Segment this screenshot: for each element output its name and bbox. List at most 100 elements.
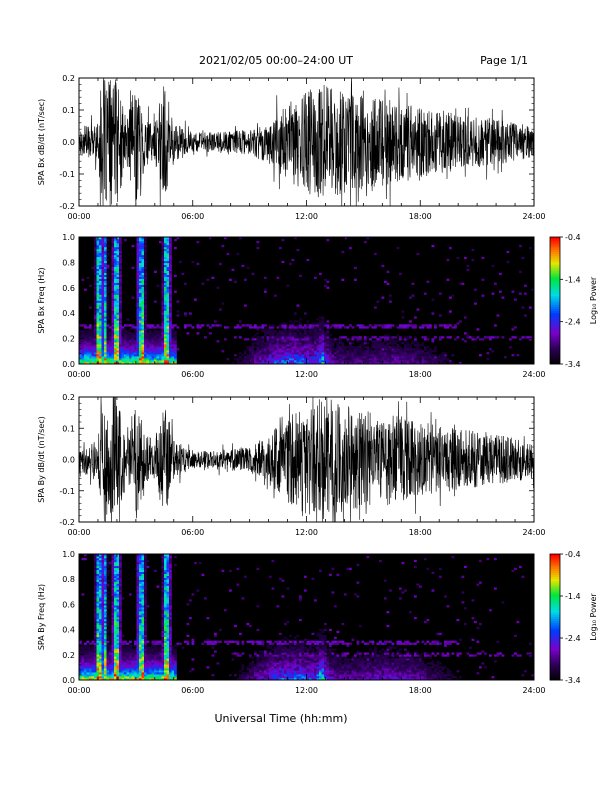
spectrogram-cell <box>216 340 220 343</box>
spectrogram-cell <box>136 660 140 663</box>
spectrogram-cell <box>489 348 492 351</box>
spectrogram-cell <box>451 354 455 357</box>
spectrogram-cell <box>96 634 100 637</box>
spectrogram-cell <box>286 350 290 353</box>
spectrogram-cell <box>166 654 170 657</box>
spectrogram-cell <box>161 252 165 256</box>
spectrogram-cell <box>84 326 87 329</box>
spectrogram-cell <box>171 676 175 679</box>
spectrogram-cell <box>136 670 140 673</box>
spectrogram-cell <box>111 278 115 281</box>
spectrogram-cell <box>354 358 357 361</box>
spectrogram-cell <box>119 648 122 651</box>
spectrogram-cell <box>306 320 310 323</box>
spectrogram-cell <box>271 330 275 333</box>
spectrogram-cell <box>109 340 112 343</box>
spectrogram-cell <box>426 338 430 341</box>
spectrogram-cell <box>151 660 155 663</box>
spectrogram-cell <box>104 607 107 610</box>
spectrogram-cell <box>96 622 100 626</box>
spectrogram-cell <box>261 330 265 333</box>
spectrogram-cell <box>154 678 157 681</box>
spectrogram-cell <box>416 344 420 347</box>
spectrogram-cell <box>166 644 170 647</box>
spectrogram-cell <box>356 356 360 359</box>
spectrogram-cell <box>169 575 172 578</box>
x-tick-label: 18:00 <box>409 212 432 221</box>
spectrogram-cell <box>164 250 167 254</box>
spectrogram-cell <box>139 609 142 612</box>
spectrogram-cell <box>166 668 170 671</box>
spectrogram-cell <box>119 620 122 624</box>
spectrogram-cell <box>134 660 137 663</box>
spectrogram-cell <box>266 336 270 339</box>
spectrogram-cell <box>459 362 462 365</box>
spectrogram-cell <box>94 240 97 244</box>
spectrogram-cell <box>131 656 135 659</box>
spectrogram-cell <box>161 567 165 571</box>
spectrogram-cell <box>309 344 312 347</box>
spectrogram-cell <box>151 324 155 327</box>
spectrogram-cell <box>146 356 150 359</box>
spectrogram-cell <box>261 336 265 339</box>
spectrogram-cell <box>119 581 122 584</box>
spectrogram-cell <box>114 591 117 594</box>
spectrogram-cell <box>279 246 282 250</box>
spectrogram-cell <box>146 350 150 353</box>
spectrogram-cell <box>111 668 115 671</box>
spectrogram-cell <box>121 352 125 355</box>
spectrogram-cell <box>96 324 100 327</box>
spectrogram-cell <box>174 650 177 653</box>
spectrogram-cell <box>421 358 425 361</box>
spectrogram-cell <box>111 579 115 582</box>
spectrogram-cell <box>119 258 122 262</box>
spectrogram-cell <box>86 338 90 341</box>
spectrogram-cell <box>389 324 392 327</box>
spectrogram-cell <box>236 654 240 657</box>
spectrogram-cell <box>289 326 292 329</box>
spectrogram-cell <box>191 640 195 643</box>
spectrogram-cell <box>294 340 297 343</box>
spectrogram-cell <box>414 324 417 327</box>
spectrogram-cell <box>104 320 107 323</box>
spectrogram-cell <box>106 599 110 602</box>
spectrogram-cell <box>136 326 140 329</box>
spectrogram-cell <box>104 573 107 576</box>
spectrogram-cell <box>139 585 142 588</box>
spectrogram-cell <box>144 581 147 584</box>
spectrogram-cell <box>239 670 242 673</box>
spectrogram-cell <box>136 662 140 665</box>
spectrogram-cell <box>344 346 347 349</box>
spectrogram-cell <box>139 571 142 574</box>
spectrogram-cell <box>169 274 172 277</box>
spectrogram-cell <box>339 358 342 361</box>
spectrogram-cell <box>119 264 122 268</box>
spectrogram-cell <box>126 660 130 663</box>
spectrogram-cell <box>116 258 120 262</box>
spectrogram-cell <box>106 318 110 321</box>
spectrogram-cell <box>111 569 115 573</box>
spectrogram-cell <box>164 346 167 349</box>
spectrogram-cell <box>286 332 290 335</box>
spectrogram-cell <box>374 360 377 363</box>
spectrogram-cell <box>94 662 97 665</box>
spectrogram-cell <box>111 284 115 287</box>
spectrogram-cell <box>136 264 140 268</box>
spectrogram-cell <box>509 346 512 349</box>
spectrogram-cell <box>101 585 105 588</box>
spectrogram-cell <box>139 280 142 283</box>
spectrogram-cell <box>164 256 167 260</box>
spectrogram-cell <box>119 595 122 598</box>
spectrogram-cell <box>366 362 370 365</box>
spectrogram-cell <box>299 358 302 361</box>
spectrogram-cell <box>94 346 97 349</box>
spectrogram-cell <box>436 356 440 359</box>
spectrogram-cell <box>101 652 105 655</box>
spectrogram-cell <box>314 344 317 347</box>
spectrogram-cell <box>169 336 172 339</box>
spectrogram-cell <box>166 342 170 345</box>
spectrogram-cell <box>149 648 152 651</box>
spectrogram-cell <box>391 324 395 327</box>
spectrogram-cell <box>166 270 170 274</box>
spectrogram-cell <box>256 344 260 347</box>
